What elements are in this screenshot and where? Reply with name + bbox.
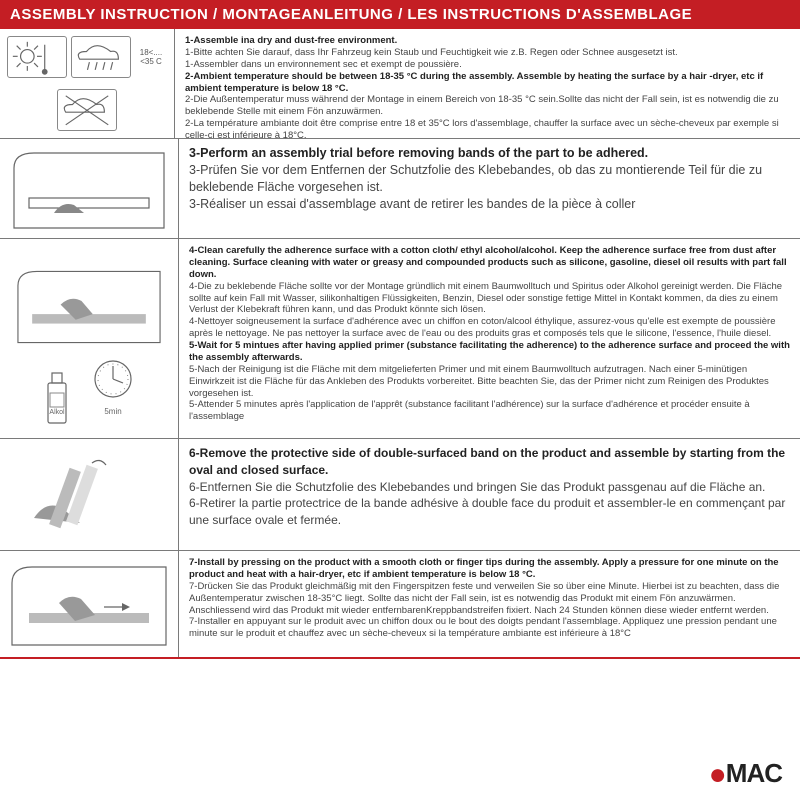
illustration-clean-prime: Alkol 5min bbox=[0, 239, 179, 438]
step-row-7: 7-Install by pressing on the product wit… bbox=[0, 551, 800, 659]
cleaning-icon bbox=[4, 262, 174, 352]
instruction-line: 6-Entfernen Sie die Schutzfolie des Kleb… bbox=[189, 479, 790, 496]
step-text-7: 7-Install by pressing on the product wit… bbox=[179, 551, 800, 657]
instruction-line: 7-Installer en appuyant sur le produit a… bbox=[189, 616, 790, 640]
primer-bottle-icon bbox=[42, 371, 72, 426]
instruction-line: 5-Nach der Reinigung ist die Fläche mit … bbox=[189, 364, 790, 400]
instruction-line: 1-Assemble ina dry and dust-free environ… bbox=[185, 35, 790, 47]
document-title: ASSEMBLY INSTRUCTION / MONTAGEANLEITUNG … bbox=[0, 0, 800, 29]
instruction-line: 1-Bitte achten Sie darauf, dass Ihr Fahr… bbox=[185, 47, 790, 59]
instruction-line: 2-Ambient temperature should be between … bbox=[185, 71, 790, 95]
instruction-line: 1-Assembler dans un environnement sec et… bbox=[185, 59, 790, 71]
peel-tape-icon bbox=[4, 443, 174, 548]
illustration-peel-tape bbox=[0, 439, 179, 550]
instruction-line: 4-Nettoyer soigneusement la surface d'ad… bbox=[189, 316, 790, 340]
step-row-1-2: 18<....<35 C 1-Assemble ina dry and dust… bbox=[0, 29, 800, 139]
brand-logo: ●MAC bbox=[709, 758, 782, 792]
instruction-line: 7-Drücken Sie das Produkt gleichmäßig mi… bbox=[189, 581, 790, 617]
logo-bullet-icon: ● bbox=[709, 758, 726, 791]
instruction-line: 6-Remove the protective side of double-s… bbox=[189, 445, 790, 479]
step-text-3: 3-Perform an assembly trial before remov… bbox=[179, 139, 800, 238]
clock-icon bbox=[90, 356, 136, 402]
step-text-1-2: 1-Assemble ina dry and dust-free environ… bbox=[175, 29, 800, 138]
instruction-line: 5-Attender 5 minutes après l'application… bbox=[189, 399, 790, 423]
instruction-line: 4-Die zu beklebende Fläche sollte vor de… bbox=[189, 281, 790, 317]
instruction-line: 7-Install by pressing on the product wit… bbox=[189, 557, 790, 581]
press-install-icon bbox=[4, 555, 174, 655]
instruction-line: 3-Réaliser un essai d'assemblage avant d… bbox=[189, 196, 790, 213]
illustration-environment: 18<....<35 C bbox=[0, 29, 175, 138]
illustration-trial-fit bbox=[0, 139, 179, 238]
instruction-line: 2-Die Außentemperatur muss während der M… bbox=[185, 94, 790, 118]
car-door-sill-icon bbox=[4, 143, 174, 238]
illustration-press-install bbox=[0, 551, 179, 657]
temp-range-label: 18<....<35 C bbox=[135, 48, 167, 66]
instruction-line: 3-Perform an assembly trial before remov… bbox=[189, 145, 790, 162]
instruction-line: 4-Clean carefully the adherence surface … bbox=[189, 245, 790, 281]
logo-text: MAC bbox=[726, 758, 782, 788]
rain-icon bbox=[72, 37, 130, 78]
no-rain-icon bbox=[58, 90, 116, 131]
step-row-4-5: Alkol 5min 4-Clean carefully the adheren… bbox=[0, 239, 800, 439]
wait-time-label: 5min bbox=[90, 407, 136, 416]
step-row-3: 3-Perform an assembly trial before remov… bbox=[0, 139, 800, 239]
step-text-4-5: 4-Clean carefully the adherence surface … bbox=[179, 239, 800, 438]
step-row-6: 6-Remove the protective side of double-s… bbox=[0, 439, 800, 551]
instruction-line: 3-Prüfen Sie vor dem Entfernen der Schut… bbox=[189, 162, 790, 196]
instruction-line: 6-Retirer la partie protectrice de la ba… bbox=[189, 495, 790, 529]
sun-icon bbox=[8, 37, 66, 78]
step-text-6: 6-Remove the protective side of double-s… bbox=[179, 439, 800, 550]
instruction-line: 5-Wait for 5 mintues after having applie… bbox=[189, 340, 790, 364]
